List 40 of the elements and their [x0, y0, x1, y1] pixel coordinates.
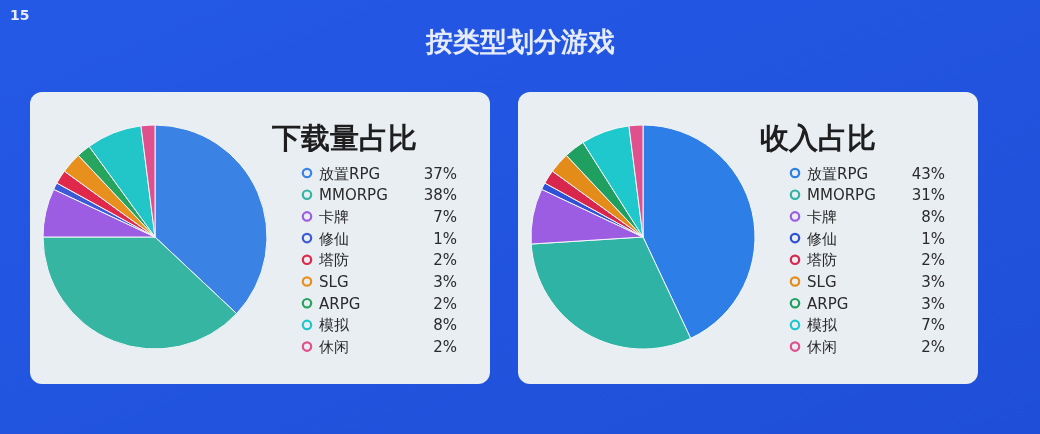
data-label: 1% [433, 229, 457, 248]
data-label: 2% [433, 338, 457, 357]
data-label: 8% [433, 316, 457, 335]
legend-label: 修仙 [807, 229, 837, 248]
legend-label: 塔防 [806, 251, 837, 270]
data-label: 2% [921, 338, 945, 357]
data-label: 31% [911, 186, 945, 205]
data-label: 3% [921, 273, 945, 291]
data-label: 3% [433, 273, 457, 291]
legend-label: 休闲 [807, 338, 837, 357]
data-label: 37% [423, 164, 457, 183]
legend-label: 放置RPG [807, 164, 869, 183]
data-label: 43% [911, 164, 945, 183]
legend-label: 卡牌 [807, 207, 837, 226]
data-label: 3% [921, 294, 945, 313]
legend-label: 模拟 [319, 316, 350, 335]
legend-label: SLG [319, 273, 349, 291]
legend-label: 模拟 [807, 316, 838, 335]
data-label: 38% [423, 186, 457, 205]
data-label: 7% [433, 207, 457, 226]
data-label: 1% [921, 229, 945, 248]
legend-label: 放置RPG [319, 164, 381, 183]
data-label: 2% [433, 294, 457, 313]
chart-title: 收入占比 [760, 121, 876, 155]
legend-label: SLG [807, 273, 837, 291]
data-label: 2% [921, 251, 945, 270]
legend-label: 休闲 [319, 338, 349, 357]
chart-title: 下载量占比 [271, 121, 417, 155]
legend-label: 卡牌 [319, 207, 349, 226]
legend-label: 塔防 [318, 251, 349, 270]
data-label: 8% [921, 207, 945, 226]
legend-label: ARPG [319, 294, 361, 313]
legend-label: ARPG [807, 294, 849, 313]
data-label: 2% [433, 251, 457, 270]
legend-label: 修仙 [319, 229, 349, 248]
text: 15 [10, 7, 30, 23]
data-label: 7% [921, 316, 945, 335]
text: 按类型划分游戏 [424, 26, 615, 57]
legend-label: MMORPG [807, 186, 876, 205]
legend-label: MMORPG [319, 186, 388, 205]
